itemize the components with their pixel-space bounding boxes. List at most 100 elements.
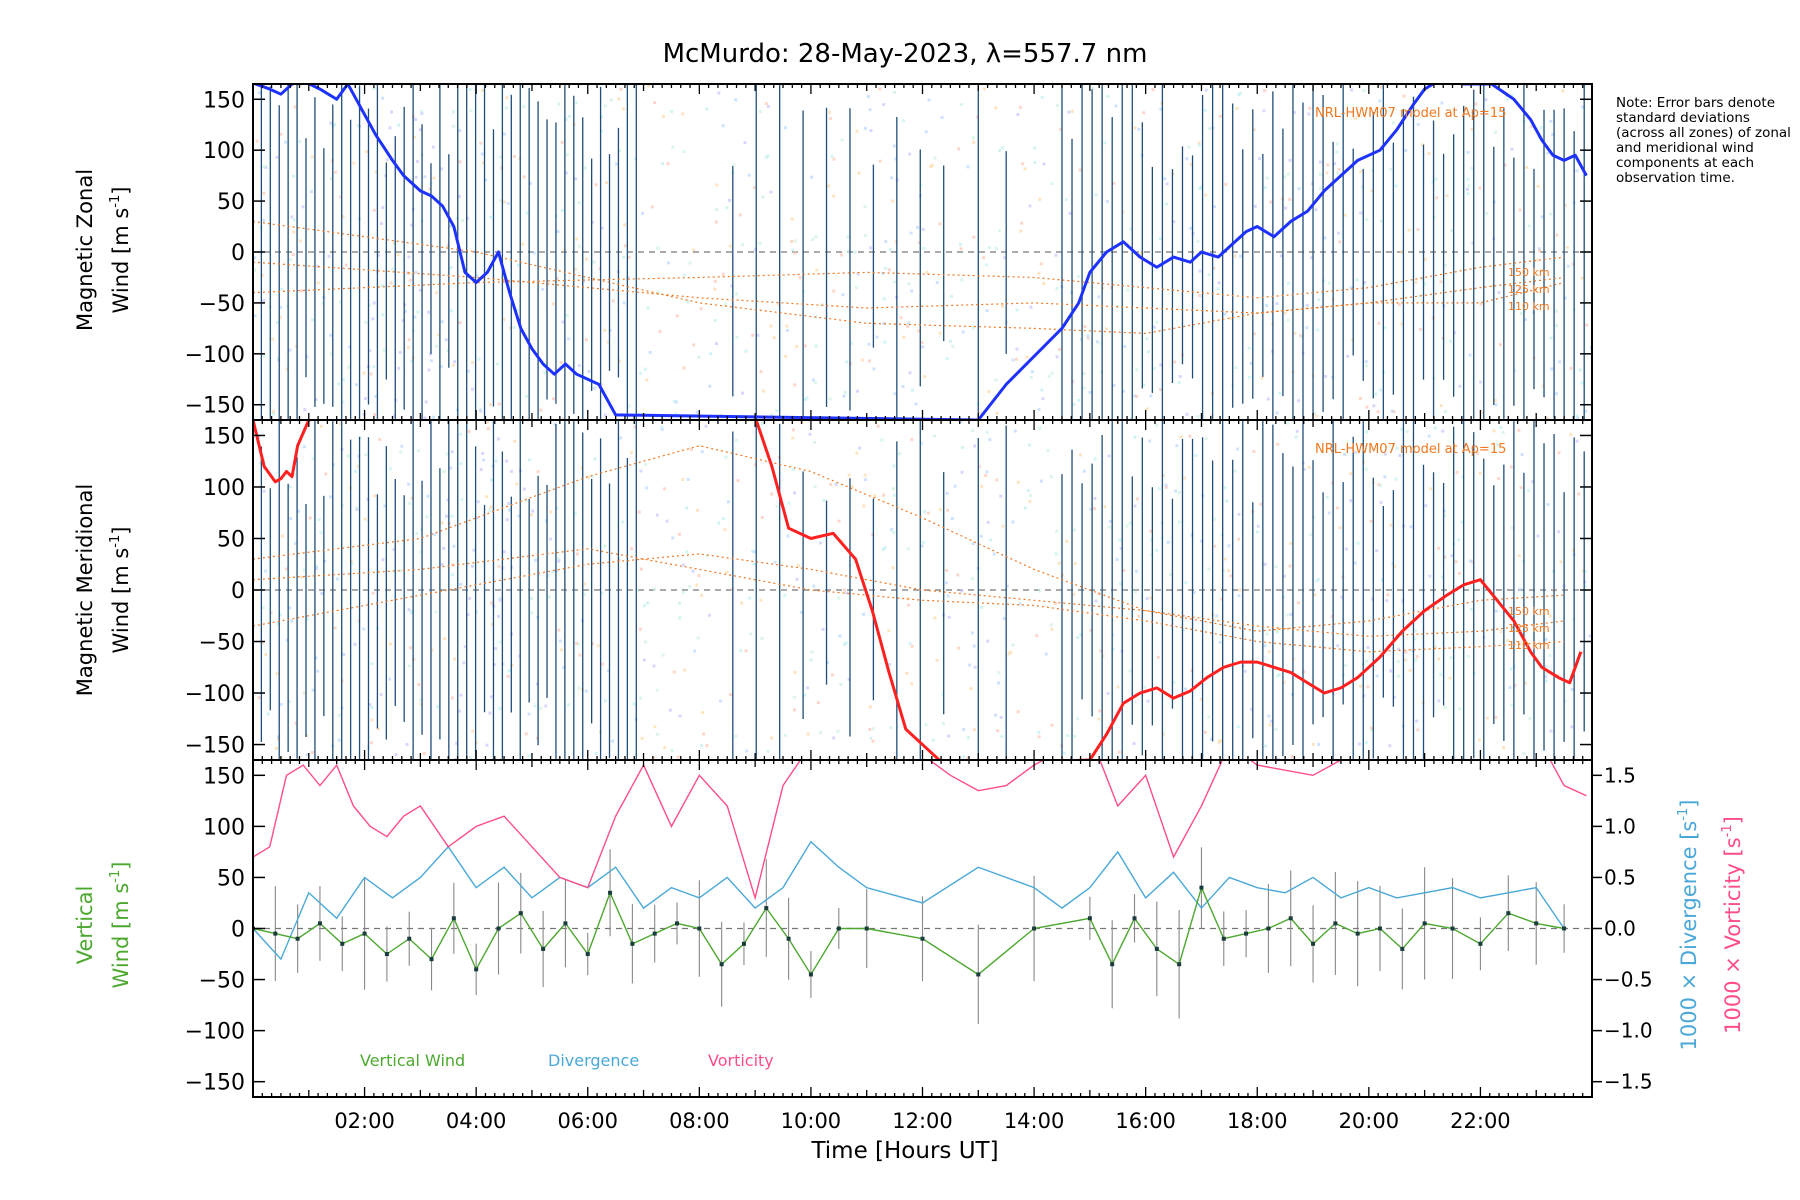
zonal-scatter-dot: [420, 110, 424, 114]
meridional-scatter-dot: [1470, 560, 1474, 564]
meridional-scatter-dot: [297, 509, 301, 513]
zonal-scatter-dot: [893, 280, 897, 284]
zonal-scatter-dot: [1253, 204, 1257, 208]
zonal-scatter-dot: [1338, 240, 1342, 244]
meridional-scatter-dot: [1157, 487, 1161, 491]
meridional-scatter-dot: [546, 574, 550, 578]
meridional-scatter-dot: [1394, 477, 1398, 481]
zonal-ytick-label: 0: [231, 241, 245, 266]
zonal-scatter-dot: [477, 357, 481, 361]
zonal-scatter-dot: [255, 139, 259, 143]
zonal-scatter-dot: [658, 330, 662, 334]
divergence-axis-text: 1000 × Divergence [s-1]: [1676, 799, 1701, 1050]
zonal-scatter-dot: [502, 200, 506, 204]
right-tick-label: 0.0: [1604, 917, 1636, 941]
meridional-scatter-dot: [678, 714, 682, 718]
meridional-scatter-dot: [261, 641, 265, 645]
zonal-scatter-dot: [382, 348, 386, 352]
zonal-scatter-dot: [828, 117, 832, 121]
zonal-scatter-dot: [1172, 220, 1176, 224]
meridional-scatter-dot: [1243, 669, 1247, 673]
meridional-scatter-dot: [766, 749, 770, 753]
meridional-scatter-dot: [910, 644, 914, 648]
zonal-scatter-dot: [1068, 211, 1072, 215]
zonal-scatter-dot: [1314, 208, 1318, 212]
zonal-scatter-dot: [1421, 143, 1425, 147]
zonal-scatter-dot: [337, 382, 341, 386]
zonal-scatter-dot: [271, 412, 275, 416]
meridional-scatter-dot: [583, 582, 587, 586]
meridional-height-label: 125 km: [1508, 622, 1550, 635]
zonal-scatter-dot: [949, 294, 953, 298]
zonal-scatter-dot: [565, 153, 569, 157]
meridional-scatter-dot: [1276, 674, 1280, 678]
meridional-scatter-dot: [1510, 703, 1514, 707]
zonal-scatter-dot: [832, 289, 836, 293]
zonal-scatter-dot: [1546, 417, 1550, 420]
zonal-scatter-dot: [470, 387, 474, 391]
zonal-scatter-dot: [478, 407, 482, 411]
meridional-scatter-dot: [1054, 602, 1058, 606]
zonal-scatter-dot: [1355, 278, 1359, 282]
xtick-label: 10:00: [781, 1109, 842, 1133]
meridional-scatter-dot: [450, 514, 454, 518]
meridional-scatter-dot: [1016, 710, 1020, 714]
meridional-scatter-dot: [871, 727, 875, 731]
meridional-scatter-dot: [350, 562, 354, 566]
zonal-scatter-dot: [1536, 184, 1540, 188]
meridional-scatter-dot: [1107, 525, 1111, 529]
meridional-scatter-dot: [935, 658, 939, 662]
meridional-scatter-dot: [1536, 534, 1540, 538]
zonal-scatter-dot: [260, 273, 264, 277]
meridional-scatter-dot: [660, 427, 664, 431]
vertical-wind-point: [764, 906, 769, 911]
divergence-axis-sup: -1: [1676, 808, 1691, 821]
zonal-ylabel: Magnetic Zonal Wind [m s-1]: [73, 169, 133, 331]
vertical-wind-point: [1400, 946, 1405, 951]
meridional-scatter-dot: [1505, 639, 1509, 643]
meridional-scatter-dot: [1519, 486, 1523, 490]
meridional-scatter-dot: [1155, 548, 1159, 552]
zonal-scatter-dot: [1151, 88, 1155, 92]
meridional-scatter-dot: [1528, 716, 1532, 720]
meridional-ytick-label: 100: [203, 476, 245, 501]
meridional-scatter-dot: [1449, 656, 1453, 660]
meridional-scatter-dot: [280, 534, 284, 538]
zonal-scatter-dot: [1297, 187, 1301, 191]
vertical-ylabel-sup: -1: [108, 870, 123, 883]
zonal-scatter-dot: [1014, 357, 1018, 361]
meridional-scatter-dot: [275, 672, 279, 676]
meridional-scatter-dot: [1218, 640, 1222, 644]
meridional-scatter-dot: [442, 469, 446, 473]
meridional-model-curve-125km: [253, 553, 1565, 637]
zonal-scatter-dot: [1540, 268, 1544, 272]
meridional-scatter-dot: [349, 560, 353, 564]
meridional-scatter-dot: [536, 470, 540, 474]
meridional-scatter-dot: [946, 594, 950, 598]
zonal-scatter-dot: [901, 385, 905, 389]
meridional-scatter-dot: [1169, 573, 1173, 577]
meridional-scatter-dot: [496, 437, 500, 441]
meridional-scatter-dot: [890, 528, 894, 532]
zonal-scatter-dot: [951, 344, 955, 348]
zonal-scatter-dot: [1106, 94, 1110, 98]
zonal-scatter-dot: [1001, 146, 1005, 150]
meridional-scatter-dot: [1263, 644, 1267, 648]
zonal-scatter-dot: [1173, 360, 1177, 364]
divergence-axis-close: ]: [1677, 799, 1701, 807]
zonal-scatter-dot: [1286, 318, 1290, 322]
zonal-scatter-dot: [1028, 204, 1032, 208]
meridional-scatter-dot: [388, 642, 392, 646]
zonal-scatter-dot: [740, 243, 744, 247]
zonal-ylabel-unit: Wind [m s: [109, 208, 133, 314]
meridional-scatter-dot: [637, 510, 641, 514]
zonal-scatter-dot: [1549, 212, 1553, 216]
meridional-scatter-dot: [1093, 457, 1097, 461]
zonal-scatter-dot: [1470, 166, 1474, 170]
zonal-scatter-dot: [1584, 409, 1588, 413]
meridional-scatter-dot: [517, 514, 521, 518]
zonal-scatter-dot: [966, 165, 970, 169]
vertical-wind-point: [808, 972, 813, 977]
vertical-wind-point: [295, 936, 300, 941]
